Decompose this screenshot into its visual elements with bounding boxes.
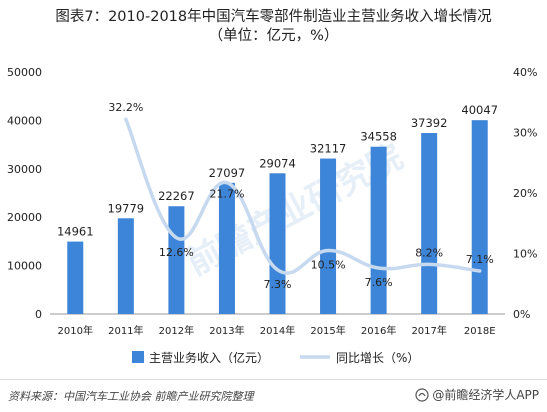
- bar-value-label: 14961: [57, 225, 94, 239]
- brand-label: @前瞻经济学人APP: [415, 386, 539, 403]
- bar: [421, 133, 438, 314]
- bar-value-label: 22267: [158, 189, 195, 203]
- source-note: 资料来源：中国汽车工业协会 前瞻产业研究院整理: [8, 390, 254, 403]
- chart-subtitle: （单位：亿元，%）: [208, 28, 339, 44]
- y-left-tick-label: 40000: [7, 114, 42, 127]
- bar: [269, 173, 286, 314]
- y-left-tick-label: 50000: [7, 66, 42, 79]
- y-right-tick-label: 40%: [513, 66, 537, 79]
- growth-value-label: 12.6%: [159, 246, 194, 259]
- y-left-tick-label: 30000: [7, 163, 42, 176]
- y-right-tick-label: 30%: [513, 127, 537, 140]
- y-right-tick-label: 10%: [513, 248, 537, 261]
- bar: [370, 146, 387, 314]
- growth-value-label: 21.7%: [209, 188, 244, 201]
- chart-title: 图表7：2010-2018年中国汽车零部件制造业主营业务收入增长情况: [55, 9, 492, 25]
- x-tick-label: 2016年: [361, 324, 396, 337]
- x-tick-label: 2010年: [58, 324, 93, 337]
- legend-bar-swatch: [132, 351, 144, 363]
- legend-bar-label: 主营业务收入（亿元）: [149, 350, 269, 365]
- x-tick-label: 2015年: [310, 324, 345, 337]
- brand-logo-icon: [415, 387, 429, 402]
- bar: [67, 241, 84, 314]
- y-right-tick-label: 20%: [513, 187, 537, 200]
- y-left-tick-label: 20000: [7, 211, 42, 224]
- brand-text: @前瞻经济学人APP: [432, 388, 539, 402]
- growth-value-label: 10.5%: [311, 258, 346, 271]
- bar-value-label: 29074: [259, 156, 296, 170]
- bar: [320, 158, 337, 314]
- bar: [471, 120, 488, 315]
- x-tick-label: 2012年: [159, 324, 194, 337]
- bar-value-label: 40047: [461, 103, 498, 117]
- x-tick-label: 2011年: [108, 324, 143, 337]
- x-tick-label: 2017年: [411, 324, 446, 337]
- growth-value-label: 32.2%: [108, 101, 143, 114]
- x-tick-label: 2013年: [209, 324, 244, 337]
- growth-value-label: 8.2%: [415, 246, 443, 259]
- bar-value-label: 32117: [310, 142, 347, 156]
- footer-divider: [0, 379, 547, 380]
- bar-value-label: 19779: [108, 201, 145, 215]
- growth-value-label: 7.6%: [365, 276, 393, 289]
- bar-value-label: 37392: [411, 116, 448, 130]
- y-left-tick-label: 10000: [7, 260, 42, 273]
- bar: [218, 182, 235, 314]
- legend-line-label: 同比增长（%）: [336, 351, 419, 365]
- x-tick-label: 2018E: [464, 326, 496, 337]
- x-tick-label: 2014年: [260, 324, 295, 337]
- bar-value-label: 27097: [209, 166, 246, 180]
- y-right-tick-label: 0%: [513, 308, 530, 321]
- chart: 前瞻产业研究院010000200003000040000500000%10%20…: [7, 66, 537, 365]
- growth-value-label: 7.3%: [264, 278, 292, 291]
- bar: [168, 206, 185, 314]
- y-left-tick-label: 0: [35, 308, 42, 321]
- growth-line: [124, 117, 482, 275]
- bar: [117, 218, 134, 314]
- bar-value-label: 34558: [360, 130, 397, 144]
- growth-value-label: 7.1%: [466, 253, 494, 266]
